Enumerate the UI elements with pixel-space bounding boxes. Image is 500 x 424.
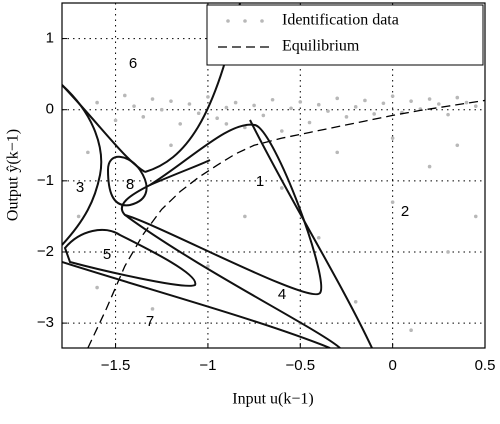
data-point: [280, 129, 284, 133]
data-point: [252, 103, 256, 108]
data-point: [372, 112, 376, 116]
data-point: [473, 104, 478, 108]
data-point: [409, 99, 413, 103]
data-point: [187, 102, 192, 106]
data-point: [280, 186, 284, 190]
y-tick-label: 0: [46, 101, 54, 118]
data-point: [270, 97, 275, 102]
data-point: [455, 95, 460, 100]
boundary: [106, 155, 148, 207]
region-label: 4: [278, 286, 286, 303]
boundary: [62, 84, 103, 246]
boundary: [124, 214, 341, 348]
data-point: [307, 120, 312, 125]
data-point: [150, 97, 155, 101]
region-label: 7: [146, 313, 154, 330]
boundary: [149, 159, 211, 186]
legend-box: [206, 4, 484, 66]
region-boundaries: [62, 3, 373, 348]
data-point: [76, 214, 81, 219]
data-point: [95, 285, 99, 290]
region-label: 8: [126, 176, 134, 193]
y-tick-label: −1: [37, 172, 54, 189]
data-point: [390, 200, 395, 204]
legend-label: Identification data: [282, 12, 399, 29]
data-point: [316, 102, 321, 107]
legend-symbol: [243, 19, 247, 23]
plot-frame: [61, 2, 486, 349]
data-point: [95, 100, 99, 105]
data-point: [326, 109, 330, 113]
data-point: [206, 264, 210, 268]
data-point: [298, 100, 303, 104]
y-tick-label: −3: [37, 314, 54, 331]
data-point: [427, 164, 432, 169]
data-point: [390, 94, 395, 98]
data-point: [473, 214, 478, 219]
data-point: [132, 104, 136, 108]
data-point: [233, 100, 238, 105]
y-tick-label: −2: [37, 243, 54, 260]
data-point: [390, 136, 395, 140]
data-point: [381, 101, 386, 106]
x-axis-label: Input u(k−1): [232, 391, 313, 408]
data-point: [335, 150, 340, 155]
region-label: 1: [256, 173, 264, 190]
boundary: [63, 228, 197, 287]
data-point: [123, 93, 127, 98]
data-point: [86, 150, 90, 155]
data-point: [446, 250, 450, 254]
data-point: [446, 112, 450, 117]
region-label: 2: [401, 203, 409, 220]
legend-label: Equilibrium: [282, 38, 360, 55]
data-point: [224, 105, 229, 110]
data-point: [316, 235, 321, 240]
x-tick-label: −1.5: [101, 357, 131, 374]
x-tick-label: −0.5: [285, 357, 315, 374]
data-point: [169, 99, 173, 103]
region-label: 3: [76, 179, 84, 196]
x-tick-label: 0: [388, 357, 396, 374]
data-point: [169, 143, 173, 148]
data-point: [289, 106, 293, 111]
data-point: [437, 102, 441, 106]
data-point: [150, 307, 155, 311]
data-point: [363, 98, 367, 103]
equilibrium-line: [87, 99, 485, 348]
legend-symbol: [260, 19, 264, 23]
data-point: [196, 111, 201, 116]
boundary: [120, 123, 323, 296]
data-point: [141, 115, 146, 119]
data-point: [159, 107, 164, 112]
x-tick-label: 0.5: [475, 357, 496, 374]
data-point: [243, 214, 247, 219]
region-label: 5: [103, 246, 111, 263]
data-point: [215, 116, 219, 121]
data-point: [353, 299, 358, 304]
legend: Identification data Equilibrium: [206, 4, 484, 66]
boundary: [249, 119, 373, 348]
data-point: [427, 97, 432, 101]
data-point: [353, 105, 358, 109]
data-point: [113, 118, 118, 123]
plot-area: [76, 93, 485, 348]
data-point: [344, 115, 349, 119]
x-tick-label: −1: [199, 357, 216, 374]
data-point: [261, 113, 266, 118]
data-point: [409, 328, 413, 333]
y-axis-label: Output ŷ(k−1): [5, 129, 22, 221]
data-point: [178, 122, 183, 126]
data-point: [243, 125, 247, 130]
y-tick-label: 1: [46, 30, 54, 47]
data-point: [335, 96, 340, 101]
data-point: [224, 122, 229, 126]
data-point: [464, 100, 469, 105]
boundary: [62, 261, 331, 348]
data-point: [206, 95, 210, 99]
legend-symbol: [226, 19, 230, 23]
region-label: 6: [129, 55, 137, 72]
data-point: [455, 143, 460, 148]
